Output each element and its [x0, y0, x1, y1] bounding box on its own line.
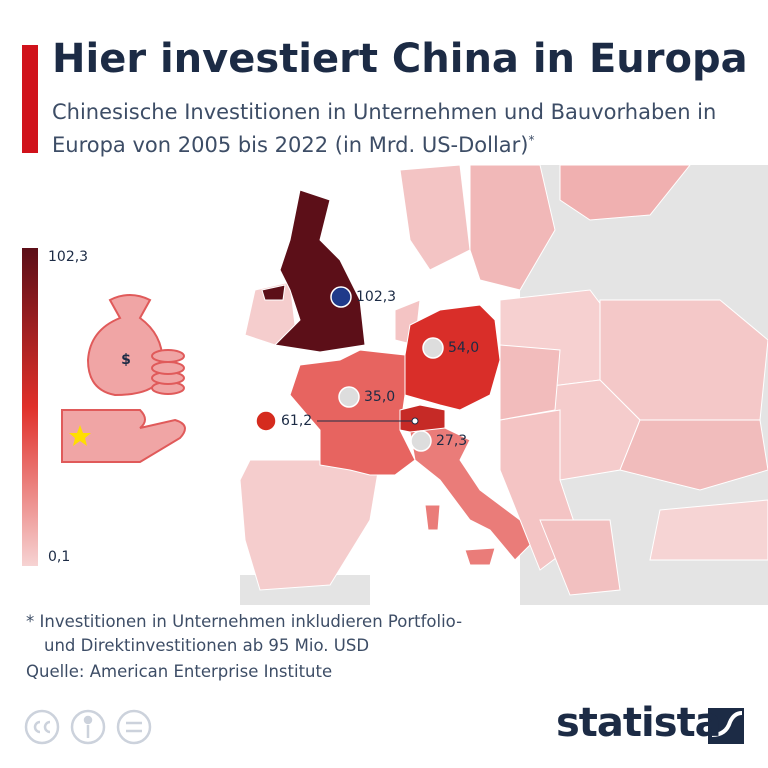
legend-gradient — [22, 248, 38, 566]
region-label: 27,3 — [436, 433, 467, 449]
country — [289, 349, 416, 476]
region-label: 35,0 — [364, 389, 395, 405]
region-label: 61,2 — [281, 413, 312, 429]
subtitle-mark: * — [528, 133, 535, 147]
source: Quelle: American Enterprise Institute — [26, 662, 333, 681]
flag — [422, 337, 444, 359]
brand-icon — [708, 708, 744, 744]
money-icon: $ — [61, 294, 186, 463]
country — [404, 304, 501, 411]
region-label: 54,0 — [448, 340, 479, 356]
flag — [255, 410, 277, 432]
license-icons — [24, 709, 152, 745]
brand: statista — [556, 700, 722, 746]
subtitle: Chinesische Investitionen in Unternehmen… — [52, 98, 752, 159]
subtitle-text: Chinesische Investitionen in Unternehmen… — [52, 100, 717, 157]
flag — [338, 386, 360, 408]
footnote: und Direktinvestitionen ab 95 Mio. USD — [44, 636, 370, 655]
title: Hier investiert China in Europa — [52, 36, 748, 82]
flag — [410, 430, 432, 452]
footnote: * Investitionen in Unternehmen inkludier… — [26, 612, 463, 631]
country — [261, 189, 366, 353]
legend-min: 0,1 — [48, 549, 70, 565]
region-label: 102,3 — [356, 289, 396, 305]
pin — [411, 417, 419, 425]
background-land — [239, 164, 768, 605]
legend-max: 102,3 — [48, 249, 88, 265]
accent-bar — [22, 45, 38, 153]
legend: 102,3 0,1 — [22, 248, 88, 566]
flag — [330, 286, 352, 308]
country — [409, 427, 531, 566]
svg-text:$: $ — [121, 352, 131, 368]
